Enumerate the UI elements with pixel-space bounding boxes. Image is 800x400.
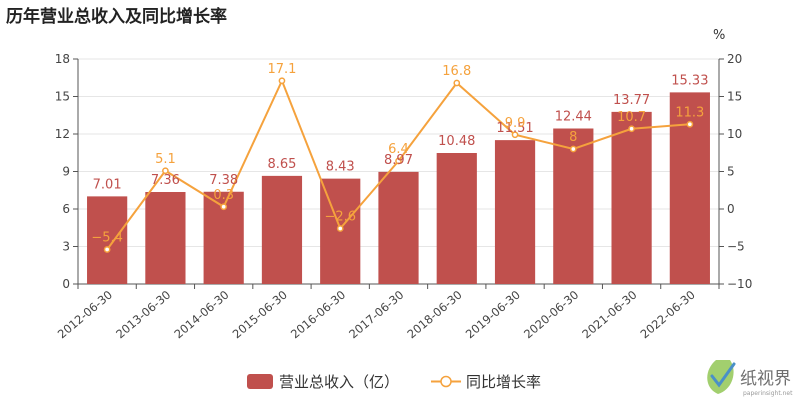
- line-point: [628, 125, 635, 133]
- x-tick-label: 2017-06-30: [346, 288, 406, 342]
- bar-value-label: 12.44: [555, 110, 592, 125]
- legend: 营业总收入（亿） 同比增长率: [247, 373, 541, 391]
- bar: [553, 128, 594, 284]
- left-tick-label: 0: [62, 277, 70, 291]
- line-value-label: −5.4: [91, 231, 123, 246]
- bar: [611, 111, 652, 284]
- line-point: [278, 77, 286, 85]
- line-value-label: 6.4: [388, 142, 409, 157]
- bar-value-label: 7.36: [151, 173, 180, 188]
- right-tick-label: 0: [727, 202, 735, 216]
- line-value-label: 9.9: [505, 116, 526, 131]
- bar-value-label: 11.51: [496, 121, 533, 136]
- left-tick-label: 15: [55, 90, 70, 104]
- left-tick-label: 12: [55, 127, 70, 141]
- line-value-label: 10.7: [617, 110, 646, 125]
- line-value-label: −2.6: [324, 210, 356, 225]
- line-value-label: 5.1: [155, 152, 176, 167]
- legend-label-growth: 同比增长率: [466, 373, 541, 391]
- line-value-label: 0.3: [213, 188, 234, 203]
- right-tick-label: 15: [727, 90, 742, 104]
- watermark-text: 纸视界: [740, 369, 791, 389]
- line-point: [395, 157, 402, 165]
- x-tick-label: 2022-06-30: [638, 288, 698, 342]
- right-tick-label: −10: [727, 277, 752, 291]
- bar-value-label: 8.65: [267, 157, 296, 172]
- right-tick-label: 20: [727, 52, 742, 66]
- line-point: [569, 145, 577, 153]
- bar: [378, 171, 419, 284]
- bar-value-label: 13.77: [613, 93, 650, 108]
- line-point: [162, 167, 169, 175]
- bar-value-label: 15.33: [671, 73, 708, 88]
- bar-value-label: 7.38: [209, 173, 238, 188]
- line-point: [453, 79, 461, 87]
- line-value-label: 16.8: [442, 64, 471, 79]
- line-value-label: 17.1: [267, 62, 296, 77]
- growth-line: [103, 77, 694, 253]
- line-value-label: 8: [569, 130, 577, 145]
- x-tick-label: 2016-06-30: [288, 288, 348, 342]
- bar-value-label: 10.48: [438, 134, 475, 149]
- leaf-icon: [707, 360, 734, 394]
- bar-value-label: 8.43: [326, 160, 355, 175]
- legend-swatch-revenue: [247, 374, 273, 389]
- right-axis-unit: %: [713, 28, 725, 43]
- left-tick-label: 6: [62, 202, 70, 216]
- chart-title: 历年营业总收入及同比增长率: [6, 7, 227, 27]
- x-tick-label: 2012-06-30: [55, 288, 115, 342]
- x-tick-label: 2018-06-30: [404, 288, 464, 342]
- data-labels: 7.01 7.36 7.38 8.65 8.43 8.97 10.48 11.51 12.44 1…: [91, 62, 708, 246]
- bar-value-label: 8.97: [384, 153, 413, 168]
- x-tick-label: 2013-06-30: [113, 288, 173, 342]
- left-tick-label: 9: [62, 165, 70, 179]
- bar: [494, 140, 536, 284]
- line-point: [220, 203, 228, 211]
- x-tick-label: 2014-06-30: [171, 288, 231, 342]
- bar: [436, 153, 477, 284]
- right-tick-label: −5: [727, 240, 745, 254]
- bar: [261, 175, 303, 284]
- x-tick-label: 2021-06-30: [579, 288, 639, 342]
- x-tick-label: 2019-06-30: [463, 288, 523, 342]
- right-tick-label: 5: [727, 165, 735, 179]
- right-tick-label: 10: [727, 127, 742, 141]
- line-point: [511, 131, 519, 139]
- x-tick-label: 2015-06-30: [230, 288, 290, 342]
- bar: [87, 196, 128, 284]
- legend-swatch-growth-marker: [440, 375, 452, 388]
- check-icon: [710, 362, 736, 388]
- left-tick-label: 3: [62, 240, 70, 254]
- line-point: [336, 225, 344, 232]
- legend-label-revenue: 营业总收入（亿）: [279, 373, 399, 391]
- bar-value-label: 7.01: [93, 177, 122, 192]
- watermark-url: paperinsight.net: [743, 390, 793, 397]
- line-value-label: 11.3: [675, 105, 704, 120]
- bar: [145, 192, 186, 284]
- left-tick-label: 18: [55, 52, 70, 66]
- line-point: [686, 120, 694, 128]
- line-point: [103, 246, 111, 253]
- x-tick-label: 2020-06-30: [521, 288, 581, 342]
